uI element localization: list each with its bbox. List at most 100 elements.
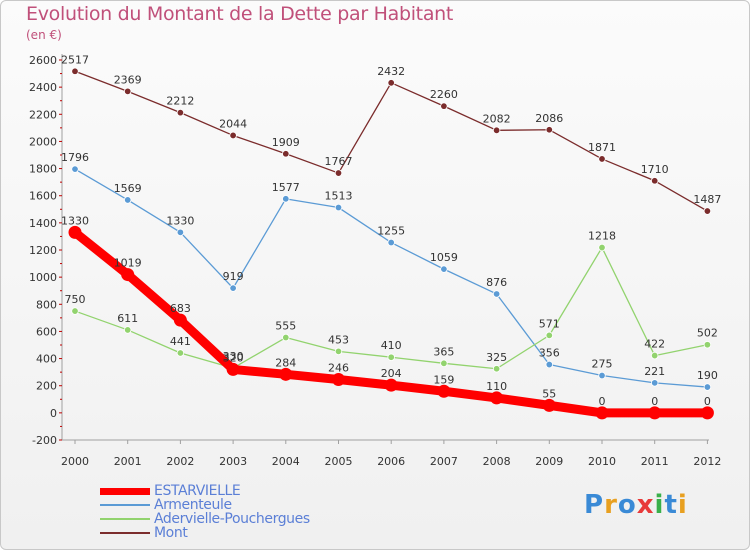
data-label: 1487: [693, 193, 721, 206]
data-point: [68, 225, 82, 239]
logo-letter: P: [584, 490, 605, 520]
data-label: 2260: [430, 88, 458, 101]
data-label: 1513: [325, 190, 353, 203]
data-label: 1059: [430, 251, 458, 264]
x-tick-label: 2007: [430, 455, 458, 468]
data-label: 1569: [114, 182, 142, 195]
data-label: 204: [381, 367, 402, 380]
data-point: [176, 349, 185, 357]
data-label: 320: [223, 351, 244, 364]
data-label: 1796: [61, 151, 89, 164]
x-tick-label: 2004: [272, 455, 300, 468]
data-point: [440, 102, 448, 110]
data-point: [651, 379, 659, 387]
legend-label-estarvielle: ESTARVIELLE: [154, 483, 241, 499]
data-label: 1330: [61, 214, 89, 227]
data-label: 571: [539, 317, 560, 330]
y-tick-label: 1200: [29, 244, 57, 257]
x-tick-label: 2009: [535, 455, 563, 468]
data-point: [282, 333, 290, 342]
logo-letter: o: [617, 490, 637, 520]
x-tick-label: 2008: [483, 455, 511, 468]
data-label: 0: [599, 395, 606, 408]
data-label: 55: [542, 387, 556, 400]
data-point: [437, 384, 451, 398]
data-point: [176, 228, 185, 237]
data-point: [703, 383, 712, 391]
data-label: 1218: [588, 230, 616, 243]
y-tick-label: 1800: [29, 163, 57, 176]
data-point: [492, 126, 501, 134]
y-tick-label: 2600: [29, 54, 57, 67]
data-label: 2517: [61, 53, 89, 66]
data-point: [440, 359, 448, 368]
chart-unit: (en €): [26, 28, 62, 42]
data-point: [387, 79, 395, 87]
legend-swatch-mont: [100, 532, 150, 534]
y-tick-label: 1600: [29, 190, 57, 203]
data-point: [387, 238, 395, 247]
data-label: 1767: [325, 155, 353, 168]
legend-label-armenteule: Armenteule: [154, 497, 232, 513]
data-label: 611: [117, 312, 138, 325]
x-tick-label: 2003: [219, 455, 247, 468]
data-point: [334, 347, 343, 356]
data-label: 441: [170, 335, 191, 348]
legend-swatch-armenteule: [100, 504, 150, 506]
x-tick-label: 2002: [166, 455, 194, 468]
data-label: 2369: [114, 73, 142, 86]
legend-swatch-estarvielle: [100, 488, 150, 495]
data-point: [282, 150, 290, 158]
data-point: [229, 131, 237, 140]
data-point: [598, 155, 606, 163]
y-tick-label: 800: [36, 298, 57, 311]
data-point: [121, 268, 135, 282]
y-tick-label: 2000: [29, 135, 57, 148]
data-point: [651, 177, 659, 185]
data-label: 919: [223, 270, 244, 283]
data-point: [332, 372, 345, 386]
data-point: [71, 307, 79, 315]
x-tick-label: 2010: [588, 455, 616, 468]
data-label: 110: [486, 380, 507, 393]
y-tick-label: 1400: [29, 217, 57, 230]
data-label: 275: [592, 358, 613, 371]
data-point: [490, 391, 504, 405]
data-label: 1577: [272, 181, 300, 194]
data-label: 2432: [377, 65, 405, 78]
data-label: 356: [539, 347, 560, 360]
data-label: 1255: [377, 225, 405, 238]
data-label: 1871: [588, 141, 616, 154]
data-point: [71, 67, 79, 75]
data-point: [334, 169, 343, 177]
data-label: 325: [486, 351, 507, 364]
data-label: 750: [65, 293, 86, 306]
x-tick-label: 2000: [61, 455, 89, 468]
legend-label-mont: Mont: [154, 525, 188, 541]
data-label: 190: [697, 369, 718, 382]
data-label: 502: [697, 327, 718, 340]
data-point: [334, 203, 343, 212]
data-label: 2044: [219, 117, 247, 130]
data-point: [700, 406, 714, 420]
data-label: 365: [433, 345, 454, 358]
data-label: 453: [328, 333, 349, 346]
y-tick-label: 1000: [29, 271, 57, 284]
y-tick-label: 400: [36, 353, 57, 366]
data-label: 1909: [272, 136, 300, 149]
logo-letter: x: [636, 490, 655, 520]
data-point: [703, 341, 712, 349]
data-label: 876: [486, 276, 507, 289]
logo-letter: i: [677, 490, 688, 520]
data-point: [440, 265, 448, 273]
y-tick-label: -200: [32, 434, 57, 447]
data-point: [176, 108, 185, 117]
data-label: 330: [223, 350, 244, 363]
data-point: [123, 196, 132, 204]
x-tick-label: 2012: [693, 455, 721, 468]
data-point: [598, 371, 606, 380]
data-point: [279, 367, 293, 381]
data-label: 221: [644, 365, 665, 378]
data-point: [545, 360, 553, 369]
data-label: 0: [651, 395, 658, 408]
